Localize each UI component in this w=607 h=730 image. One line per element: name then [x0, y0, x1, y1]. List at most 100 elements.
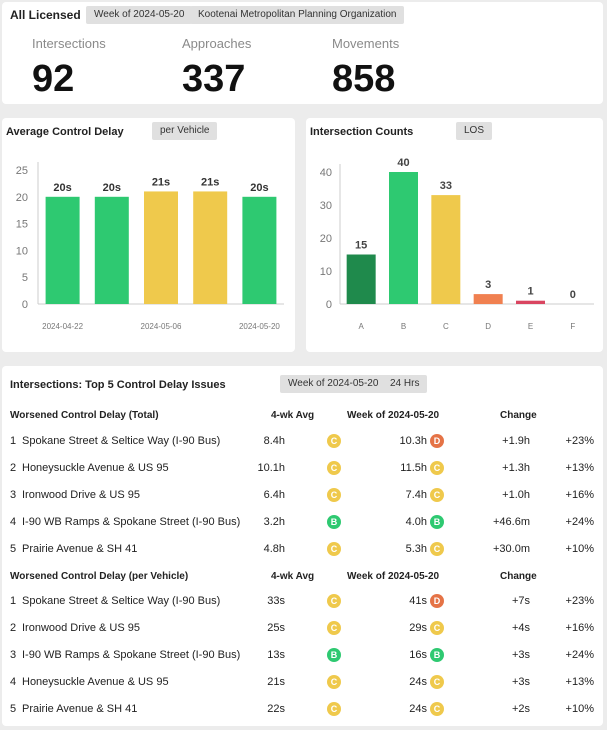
intersection-name[interactable]: Spokane Street & Seltice Way (I-90 Bus): [22, 435, 221, 447]
y-tick-label: 20: [320, 233, 332, 245]
delay-bar-value-label: 21s: [152, 176, 170, 188]
intersections-label: Intersections: [32, 36, 106, 51]
y-tick-label: 40: [320, 167, 332, 179]
table-row[interactable]: 2 Ironwood Drive & US 95 25s 29s +4s +16% C C: [2, 615, 605, 642]
los-badge: C: [430, 675, 444, 689]
change-percent: +10%: [565, 703, 594, 715]
los-badge: C: [430, 702, 444, 716]
y-tick-label: 25: [16, 165, 28, 177]
row-rank: 2: [10, 622, 17, 634]
table-row[interactable]: 3 Ironwood Drive & US 95 6.4h 7.4h +1.0h +16%…: [2, 482, 605, 509]
y-tick-label: 0: [326, 299, 332, 311]
change-value: +4s: [511, 622, 530, 634]
los-badge: C: [327, 594, 341, 608]
delay-bar: [242, 196, 277, 304]
four-week-avg-value: 21s: [267, 676, 285, 688]
intersection-name[interactable]: Ironwood Drive & US 95: [22, 489, 140, 501]
delay-bar-chart: 0 5 10 15 20 25 20s 20s 21s 21s 20s 2024-04-22 2024-…: [16, 162, 284, 331]
los-badge: C: [430, 488, 444, 502]
count-bar: [431, 195, 461, 304]
movements-value: 858: [332, 58, 396, 100]
los-badge: B: [327, 648, 341, 662]
intersection-name[interactable]: I-90 WB Ramps & Spokane Street (I-90 Bus…: [22, 516, 241, 528]
delay-bar: [144, 191, 178, 304]
x-tick-label: 2024-04-22: [42, 322, 83, 331]
intersection-name[interactable]: Spokane Street & Seltice Way (I-90 Bus): [22, 595, 221, 607]
count-bar-value-label: 40: [397, 157, 409, 169]
section-total-week-header: Week of 2024-05-20: [347, 410, 440, 421]
section-per-vehicle-avg-header: 4-wk Avg: [271, 571, 315, 582]
los-badge: C: [327, 461, 341, 475]
four-week-avg-value: 22s: [267, 703, 285, 715]
week-filter-button[interactable]: Week of 2024-05-20: [86, 6, 193, 24]
per-vehicle-toggle[interactable]: per Vehicle: [152, 122, 218, 140]
change-percent: +24%: [565, 516, 594, 528]
delay-bar-value-label: 20s: [103, 182, 121, 194]
table-row[interactable]: 3 I-90 WB Ramps & Spokane Street (I-90 Bu…: [2, 642, 605, 669]
change-value: +3s: [511, 676, 530, 688]
count-bar: [389, 172, 418, 304]
organization-filter-button[interactable]: Kootenai Metropolitan Planning Organizat…: [190, 6, 405, 24]
x-tick-label: A: [358, 322, 364, 331]
change-percent: +10%: [565, 543, 594, 555]
los-badge: B: [430, 648, 444, 662]
x-tick-label: 2024-05-06: [141, 322, 182, 331]
row-rank: 4: [10, 516, 17, 528]
counts-bar-chart: 0 10 20 30 40 15 A 40 B 33 C 3 D 1 E 0 F: [320, 157, 594, 331]
delay-bar-value-label: 21s: [201, 176, 219, 188]
change-value: +2s: [511, 703, 530, 715]
los-toggle[interactable]: LOS: [456, 122, 493, 140]
table-row[interactable]: 5 Prairie Avenue & SH 41 4.8h 5.3h +30.0m +10…: [2, 536, 605, 563]
x-tick-label: F: [570, 322, 575, 331]
count-bar: [473, 294, 503, 304]
issues-title: Intersections: Top 5 Control Delay Issue…: [10, 379, 226, 391]
period-filter-button[interactable]: 24 Hrs: [382, 375, 428, 393]
row-rank: 5: [10, 543, 17, 555]
table-row[interactable]: 1 Spokane Street & Seltice Way (I-90 Bus)…: [2, 588, 605, 615]
change-percent: +16%: [565, 622, 594, 634]
four-week-avg-value: 33s: [267, 595, 285, 607]
week-value: 24s: [409, 703, 427, 715]
delay-chart-title: Average Control Delay: [6, 126, 124, 138]
los-badge: C: [327, 488, 341, 502]
los-badge: B: [327, 515, 341, 529]
table-row[interactable]: 4 Honeysuckle Avenue & US 95 21s 24s +3s +13%…: [2, 669, 605, 696]
los-badge: B: [430, 515, 444, 529]
table-row[interactable]: 4 I-90 WB Ramps & Spokane Street (I-90 Bu…: [2, 509, 605, 536]
los-badge: C: [430, 461, 444, 475]
count-bar: [346, 254, 376, 304]
four-week-avg-value: 8.4h: [263, 435, 285, 447]
change-percent: +16%: [565, 489, 594, 501]
intersection-name[interactable]: Ironwood Drive & US 95: [22, 622, 140, 634]
table-row[interactable]: 2 Honeysuckle Avenue & US 95 10.1h 11.5h +1.…: [2, 455, 605, 482]
week-value: 24s: [409, 676, 427, 688]
change-percent: +24%: [565, 649, 594, 661]
intersection-name[interactable]: Prairie Avenue & SH 41: [22, 703, 138, 715]
intersection-name[interactable]: Honeysuckle Avenue & US 95: [22, 462, 169, 474]
y-tick-label: 0: [22, 299, 28, 311]
los-badge: C: [430, 621, 444, 635]
section-total-avg-header: 4-wk Avg: [271, 410, 315, 421]
four-week-avg-value: 4.8h: [263, 543, 285, 555]
change-value: +1.3h: [502, 462, 530, 474]
count-bar-value-label: 0: [570, 289, 576, 301]
approaches-value: 337: [182, 58, 246, 100]
change-value: +46.6m: [493, 516, 530, 528]
count-bar-value-label: 1: [527, 286, 533, 298]
table-row[interactable]: 1 Spokane Street & Seltice Way (I-90 Bus)…: [2, 428, 605, 455]
week-value: 16s: [409, 649, 427, 661]
issues-week-filter-button[interactable]: Week of 2024-05-20: [280, 375, 387, 393]
four-week-avg-value: 10.1h: [257, 462, 285, 474]
table-row[interactable]: 5 Prairie Avenue & SH 41 22s 24s +2s +10% C C: [2, 696, 605, 723]
intersection-name[interactable]: I-90 WB Ramps & Spokane Street (I-90 Bus…: [22, 649, 241, 661]
week-value: 10.3h: [399, 435, 427, 447]
los-badge: C: [327, 675, 341, 689]
delay-bar: [94, 196, 129, 304]
los-badge: C: [327, 702, 341, 716]
intersection-name[interactable]: Prairie Avenue & SH 41: [22, 543, 138, 555]
delay-bar-value-label: 20s: [53, 182, 71, 194]
week-value: 5.3h: [405, 543, 427, 555]
section-total-change-header: Change: [500, 410, 537, 421]
week-value: 7.4h: [405, 489, 427, 501]
intersection-name[interactable]: Honeysuckle Avenue & US 95: [22, 676, 169, 688]
